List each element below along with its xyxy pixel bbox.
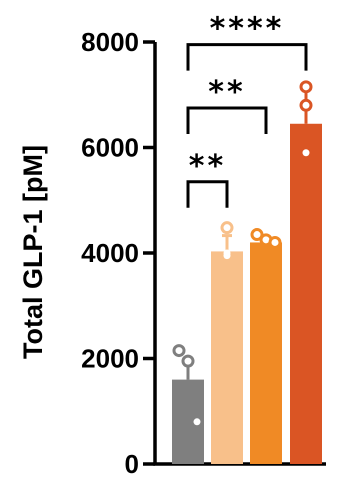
data-point-1-0 [220, 221, 234, 235]
y-axis-label: Total GLP-1 [pM] [18, 145, 48, 359]
significance-bracket-2 [186, 180, 229, 208]
bar-1 [211, 251, 243, 464]
significance-label-1: ** [208, 75, 245, 110]
data-point-3-0 [299, 80, 313, 94]
bar-3 [290, 123, 322, 464]
significance-bracket-1 [186, 106, 268, 134]
bar-2 [250, 242, 282, 464]
significance-label-2: ** [189, 149, 226, 184]
data-point-3-2 [302, 149, 310, 157]
y-tick-label-1: 2000 [81, 344, 139, 374]
y-tick-label-4: 8000 [81, 27, 139, 57]
y-tick-label-2: 4000 [81, 238, 139, 268]
data-point-2-2 [268, 235, 282, 249]
significance-label-0: **** [210, 12, 285, 47]
data-point-0-1 [181, 354, 195, 368]
data-point-1-2 [223, 252, 231, 260]
bars-group [172, 123, 322, 464]
data-point-0-2 [193, 418, 201, 426]
significance-bracket-0 [186, 43, 308, 71]
data-point-0-0 [172, 344, 186, 358]
data-point-3-1 [299, 98, 313, 112]
y-tick-label-3: 6000 [81, 133, 139, 163]
y-tick-label-0: 0 [125, 449, 139, 479]
data-point-2-0 [250, 228, 264, 242]
significance-group: ******** [186, 12, 308, 208]
axes: 0 2000 4000 6000 8000 [81, 27, 326, 479]
data-points-group [172, 80, 313, 426]
